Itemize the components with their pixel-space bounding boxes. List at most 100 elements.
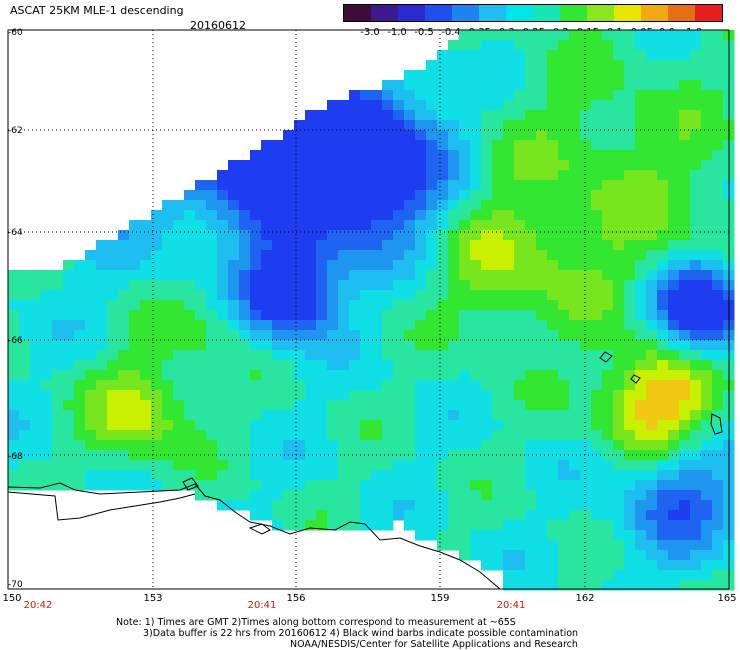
field-cell [668,370,680,381]
field-cell [547,570,559,581]
field-cell [547,410,559,421]
field-cell [327,340,339,351]
field-cell [547,80,559,91]
field-cell [30,370,42,381]
field-cell [151,370,163,381]
field-cell [448,280,460,291]
field-cell [140,270,152,281]
field-cell [657,580,669,591]
field-cell [679,260,691,271]
field-cell [569,510,581,521]
field-cell [525,100,537,111]
field-cell [8,380,20,391]
field-cell [448,420,460,431]
field-cell [492,180,504,191]
field-cell [580,380,592,391]
field-cell [679,250,691,261]
field-cell [525,200,537,211]
field-cell [162,430,174,441]
field-cell [206,410,218,421]
field-cell [327,310,339,321]
field-cell [712,30,724,41]
field-cell [646,160,658,171]
field-cell [481,40,493,51]
field-cell [646,410,658,421]
field-cell [173,480,185,491]
field-cell [679,300,691,311]
field-cell [283,380,295,391]
field-cell [19,390,31,401]
field-cell [635,40,647,51]
field-cell [602,250,614,261]
field-cell [591,100,603,111]
field-cell [514,40,526,51]
field-cell [602,340,614,351]
field-cell [503,440,515,451]
field-cell [591,410,603,421]
field-cell [580,170,592,181]
field-cell [184,380,196,391]
field-cell [624,40,636,51]
field-cell [107,310,119,321]
field-cell [228,400,240,411]
field-cell [173,360,185,371]
field-cell [492,400,504,411]
field-cell [261,360,273,371]
field-cell [338,360,350,371]
field-cell [437,380,449,391]
field-cell [525,270,537,281]
field-cell [437,70,449,81]
field-cell [624,220,636,231]
field-cell [316,410,328,421]
field-cell [228,470,240,481]
field-cell [492,440,504,451]
field-cell [525,530,537,541]
field-cell [657,420,669,431]
field-cell [536,80,548,91]
field-cell [250,420,262,431]
field-cell [349,490,361,501]
field-cell [448,360,460,371]
field-cell [657,160,669,171]
colorbar-segment [532,4,560,22]
field-cell [426,530,438,541]
field-cell [503,290,515,301]
field-cell [217,330,229,341]
field-cell [481,150,493,161]
field-cell [404,250,416,261]
field-cell [514,140,526,151]
field-cell [52,360,64,371]
field-cell [613,50,625,61]
field-cell [712,360,724,371]
field-cell [448,300,460,311]
field-cell [690,210,702,221]
field-cell [360,290,372,301]
field-cell [415,410,427,421]
field-cell [591,290,603,301]
field-cell [426,150,438,161]
field-cell [701,470,713,481]
field-cell [206,200,218,211]
field-cell [338,200,350,211]
field-cell [679,80,691,91]
field-cell [239,390,251,401]
field-cell [701,350,713,361]
field-cell [305,140,317,151]
field-cell [415,360,427,371]
field-cell [327,460,339,471]
field-cell [415,70,427,81]
field-cell [316,210,328,221]
field-cell [481,290,493,301]
field-cell [415,440,427,451]
field-cell [305,170,317,181]
map-title: ASCAT 25KM MLE-1 descending [10,4,184,17]
field-cell [338,430,350,441]
field-cell [283,480,295,491]
field-cell [349,430,361,441]
field-cell [646,100,658,111]
field-cell [173,470,185,481]
field-cell [151,360,163,371]
field-cell [668,50,680,61]
field-cell [536,380,548,391]
field-cell [492,560,504,571]
